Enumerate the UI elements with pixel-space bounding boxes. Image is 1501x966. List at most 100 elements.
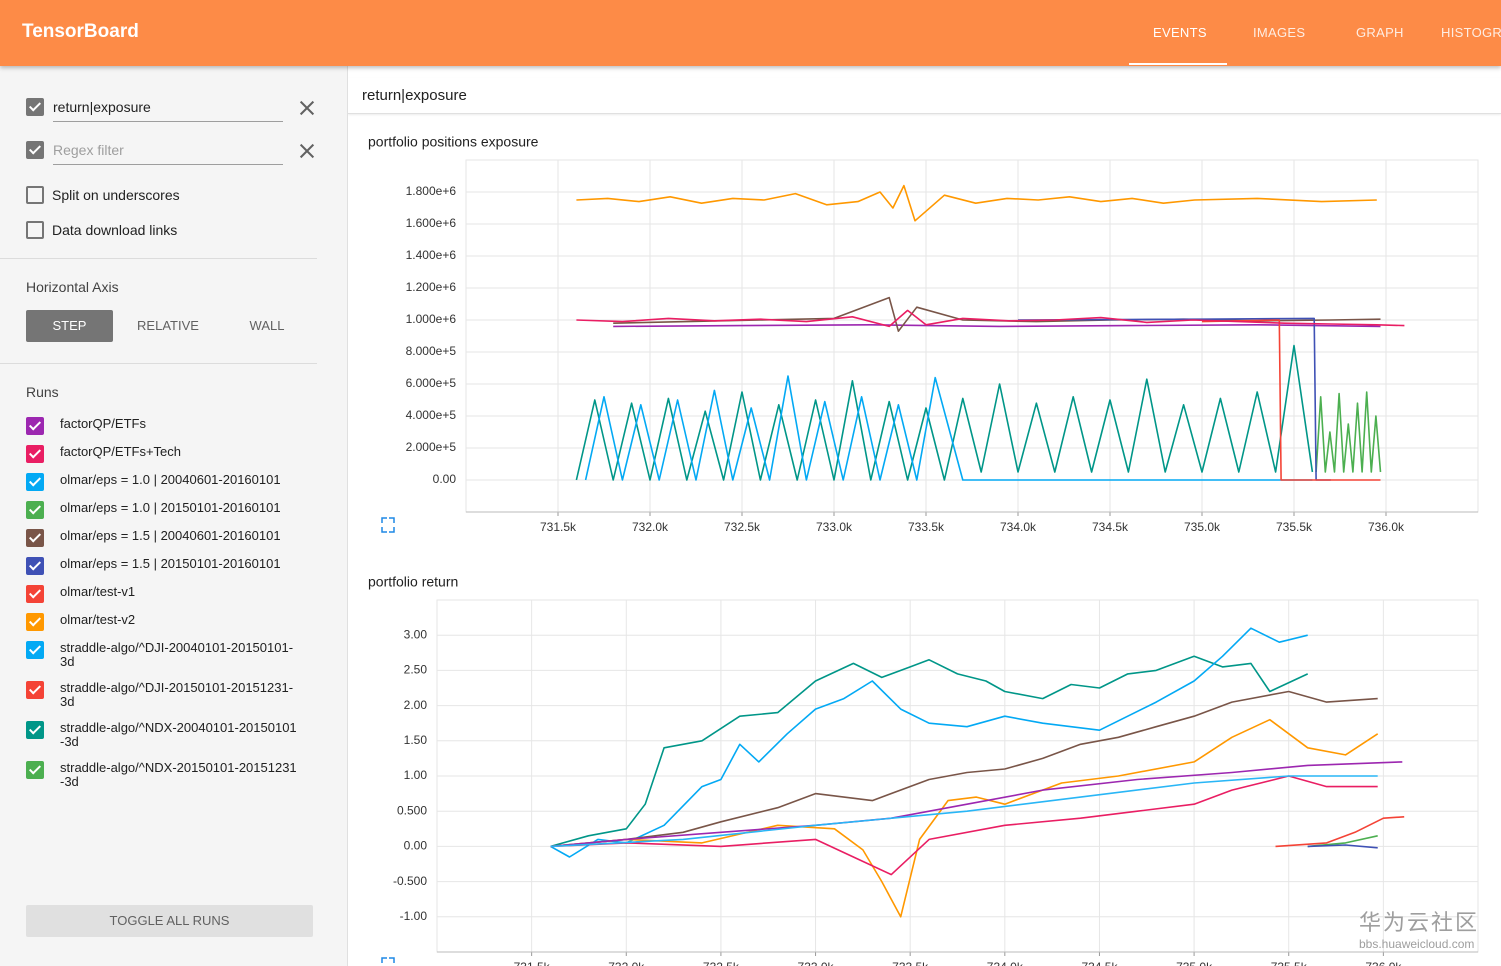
x-tick-label: 731.5k (514, 960, 551, 966)
x-tick-label: 734.5k (1092, 520, 1129, 534)
run-label[interactable]: olmar/eps = 1.5 | 20040601-20160101 (60, 528, 281, 543)
chart-title: portfolio return (368, 574, 458, 590)
y-tick-label: 1.200e+6 (406, 280, 457, 294)
filter-checkbox[interactable] (26, 98, 44, 116)
option-checkbox[interactable] (26, 186, 44, 204)
series-line (550, 627, 1308, 858)
run-checkbox[interactable] (26, 761, 44, 779)
x-tick-label: 735.5k (1271, 960, 1308, 966)
series-line (1307, 844, 1378, 849)
nav-tab[interactable]: IMAGES (1253, 25, 1306, 40)
nav-tab[interactable]: GRAPH (1356, 25, 1404, 40)
filter-checkbox[interactable] (26, 141, 44, 159)
option-label[interactable]: Data download links (52, 222, 178, 238)
run-checkbox[interactable] (26, 681, 44, 699)
y-tick-label: 1.000e+6 (406, 312, 457, 326)
active-tab-indicator (1129, 63, 1227, 65)
x-tick-label: 734.0k (987, 960, 1024, 966)
filter-input[interactable]: return|exposure (53, 99, 151, 115)
y-tick-label: 4.000e+5 (406, 408, 457, 422)
clear-button[interactable] (299, 143, 315, 159)
run-label[interactable]: olmar/eps = 1.5 | 20150101-20160101 (60, 556, 281, 571)
nav-tab[interactable]: HISTOGRAMS (1441, 25, 1501, 40)
y-tick-label: 6.000e+5 (406, 376, 457, 390)
run-label[interactable]: olmar/test-v1 (60, 584, 136, 599)
expand-icon[interactable] (381, 957, 395, 963)
x-tick-label: 732.5k (724, 520, 761, 534)
y-tick-label: 2.50 (404, 663, 428, 677)
series-line (550, 775, 1378, 876)
run-checkbox[interactable] (26, 613, 44, 631)
app-title: TensorBoard (22, 21, 139, 42)
chart-title: portfolio positions exposure (368, 134, 539, 150)
run-label[interactable]: straddle-algo/^NDX-20040101-20150101-3d (60, 720, 297, 749)
run-label[interactable]: straddle-algo/^DJI-20040101-20150101-3d (60, 640, 294, 669)
x-tick-label: 731.5k (540, 520, 577, 534)
x-tick-label: 736.0k (1365, 960, 1402, 966)
x-tick-label: 732.0k (632, 520, 669, 534)
expand-icon[interactable] (381, 517, 395, 533)
run-label[interactable]: olmar/eps = 1.0 | 20040601-20160101 (60, 472, 281, 487)
axis-button[interactable]: WALL (249, 318, 285, 333)
input-underline (53, 121, 283, 122)
y-tick-label: 1.00 (404, 768, 428, 782)
run-label[interactable]: factorQP/ETFs+Tech (60, 444, 182, 459)
filter-placeholder[interactable]: Regex filter (53, 142, 124, 158)
x-tick-label: 733.0k (816, 520, 853, 534)
y-tick-label: 0.500 (397, 803, 427, 817)
run-checkbox[interactable] (26, 473, 44, 491)
chart: portfolio positions exposure 0.00 2.000e+5… (368, 134, 1479, 534)
y-tick-label: -0.500 (393, 874, 427, 888)
run-checkbox[interactable] (26, 641, 44, 659)
run-label[interactable]: straddle-algo/^DJI-20150101-20151231-3d (60, 680, 294, 709)
y-tick-label: 1.600e+6 (406, 216, 457, 230)
chart: portfolio return -1.00 -0.500 0.00 0.500 1.00… (368, 574, 1479, 966)
watermark: 华为云社区 bbs.huaweicloud.com (1359, 905, 1479, 951)
run-checkbox[interactable] (26, 585, 44, 603)
y-tick-label: 8.000e+5 (406, 344, 457, 358)
run-label[interactable]: straddle-algo/^NDX-20150101-20151231-3d (60, 760, 297, 789)
x-tick-label: 733.5k (892, 960, 929, 966)
clear-button[interactable] (299, 100, 315, 116)
section-title: Horizontal Axis (26, 279, 119, 295)
run-checkbox[interactable] (26, 417, 44, 435)
series-line (550, 775, 1378, 848)
y-tick-label: -1.00 (400, 909, 428, 923)
option-label[interactable]: Split on underscores (52, 187, 180, 203)
run-checkbox[interactable] (26, 501, 44, 519)
run-label[interactable]: factorQP/ETFs (60, 416, 146, 431)
divider (0, 363, 317, 364)
series-group (550, 627, 1405, 918)
run-label[interactable]: olmar/eps = 1.0 | 20150101-20160101 (60, 500, 281, 515)
series-line (550, 655, 1309, 848)
run-checkbox[interactable] (26, 445, 44, 463)
run-checkbox[interactable] (26, 557, 44, 575)
tag-title: return|exposure (362, 87, 467, 104)
y-tick-label: 3.00 (404, 627, 428, 641)
nav-tab[interactable]: EVENTS (1153, 25, 1207, 40)
x-tick-label: 734.5k (1081, 960, 1118, 966)
x-tick-label: 732.0k (608, 960, 645, 966)
series-line (575, 344, 1314, 481)
run-label[interactable]: olmar/test-v2 (60, 612, 136, 627)
y-tick-label: 1.400e+6 (406, 248, 457, 262)
toggle-all-runs[interactable]: TOGGLE ALL RUNS (26, 905, 313, 937)
x-tick-label: 735.5k (1276, 520, 1313, 534)
axis-button[interactable]: RELATIVE (137, 318, 199, 333)
divider (0, 258, 317, 259)
x-tick-label: 734.0k (1000, 520, 1037, 534)
option-checkbox[interactable] (26, 221, 44, 239)
y-tick-label: 2.00 (404, 698, 428, 712)
axis-button[interactable]: STEP (26, 310, 113, 342)
series-line (584, 375, 1313, 481)
x-tick-label: 735.0k (1184, 520, 1221, 534)
series-line (576, 184, 1377, 222)
watermark-title: 华为云社区 (1358, 910, 1479, 935)
run-checkbox[interactable] (26, 721, 44, 739)
run-checkbox[interactable] (26, 529, 44, 547)
series-group (575, 184, 1405, 481)
y-tick-label: 0.00 (404, 839, 428, 853)
series-line (613, 324, 1381, 328)
